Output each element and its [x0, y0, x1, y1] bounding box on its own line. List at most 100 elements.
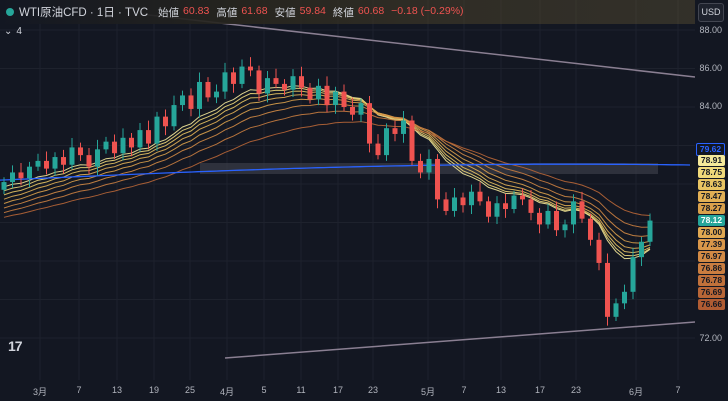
candle-body	[112, 141, 117, 154]
time-axis-label: 5	[261, 385, 267, 395]
ema200-line	[0, 163, 691, 181]
chevron-down-icon: ⌄	[4, 26, 13, 37]
price-tag: 76.69	[698, 287, 725, 298]
time-axis-label: 23	[570, 385, 582, 395]
candle-body	[18, 172, 24, 179]
candle-body	[460, 197, 466, 206]
candle-body	[324, 85, 330, 106]
price-tag: 78.91	[698, 155, 725, 166]
candle-body	[95, 149, 100, 167]
candle-body	[78, 147, 83, 156]
candle-body	[44, 160, 49, 169]
candle-body	[426, 158, 432, 173]
high-value: 61.68	[241, 4, 268, 17]
close-value: 60.68	[357, 4, 385, 17]
change-value: −0.18 (−0.29%)	[391, 4, 464, 17]
price-tag: 78.12	[698, 215, 725, 226]
open-value: 60.83	[183, 4, 210, 17]
candle-body	[554, 210, 559, 231]
candle-body	[180, 95, 185, 106]
candle-body	[316, 85, 321, 100]
candle-body	[639, 241, 644, 258]
low-value: 59.84	[299, 4, 326, 17]
candle-body	[401, 120, 406, 134]
candle-body	[197, 81, 202, 109]
candle-body	[205, 81, 211, 98]
symbol-title[interactable]: WTI原油CFD · 1日 · TVC	[19, 7, 149, 19]
candle-body	[299, 76, 304, 88]
tradingview-logo-icon[interactable]: 17	[8, 338, 23, 354]
candle-body	[503, 203, 508, 210]
currency-button[interactable]: USD	[698, 3, 724, 22]
candle-body	[384, 128, 389, 156]
candle-body	[579, 201, 585, 219]
candle-body	[588, 218, 593, 240]
ohlc-values: 始値 60.83 高値 61.68 安値 59.84 終値 60.68 −0.18 (−…	[158, 4, 464, 19]
candle-body	[613, 303, 619, 317]
candle-body	[103, 141, 109, 150]
candle-body	[282, 83, 287, 90]
candle-body	[537, 212, 542, 225]
candle-body	[120, 137, 126, 154]
candle-body	[511, 195, 517, 210]
time-axis-label: 13	[495, 385, 507, 395]
price-axis[interactable]: 88.00 86.00 84.00 72.00 79.62 78.91 78.75 78.63…	[695, 0, 728, 380]
candle-body	[10, 172, 15, 183]
candle-body	[562, 224, 568, 231]
candle-body	[367, 103, 372, 144]
candle-body	[520, 195, 525, 200]
candle-body	[171, 105, 177, 127]
time-axis-label: 19	[148, 385, 160, 395]
candle-body	[154, 116, 160, 144]
price-tag: 77.39	[698, 239, 725, 250]
price-tag: 76.86	[698, 263, 725, 274]
price-axis-label: 86.00	[699, 63, 722, 73]
candle-body	[333, 91, 338, 106]
time-axis-label: 23	[367, 385, 379, 395]
candle-body	[375, 143, 381, 156]
price-chart[interactable]	[0, 0, 695, 380]
candle-body	[222, 72, 228, 92]
candle-body	[605, 262, 610, 317]
candle-body	[35, 160, 41, 167]
time-axis-label: 4月	[219, 387, 235, 397]
price-axis-label: 84.00	[699, 101, 722, 111]
candle-body	[273, 78, 279, 84]
price-tag: 78.00	[698, 227, 725, 238]
candle-body	[452, 197, 457, 211]
candle-body	[528, 199, 534, 213]
legend-bar: WTI原油CFD · 1日 · TVC 始値 60.83 高値 61.68 安値 59…	[0, 0, 695, 24]
time-axis-label: 7	[76, 385, 82, 395]
time-axis-label: 3月	[32, 387, 48, 397]
market-status-dot	[6, 8, 14, 16]
ema-ribbon-line	[3, 121, 651, 218]
candle-body	[1, 182, 7, 190]
candle-body	[392, 128, 398, 134]
candle-body	[341, 91, 347, 107]
candle-body	[596, 239, 602, 263]
time-axis-label: 7	[461, 385, 467, 395]
candle-body	[358, 103, 364, 115]
candle-body	[435, 158, 440, 200]
price-tag: 78.75	[698, 167, 725, 178]
candle-body	[61, 157, 66, 165]
candle-body	[571, 201, 576, 225]
candle-body	[248, 66, 253, 71]
time-axis[interactable]: 3月 7 13 19 25 4月 5 11 17 23 5月 7 13 17 23 6月 7	[0, 380, 695, 401]
indicators-toggle[interactable]: ⌄ 4	[4, 26, 22, 37]
candle-body	[129, 137, 134, 148]
price-tag: 76.78	[698, 275, 725, 286]
candle-body	[69, 147, 75, 165]
candle-body	[231, 72, 236, 84]
candle-body	[307, 87, 313, 100]
candle-body	[290, 76, 296, 90]
price-axis-label: 88.00	[699, 25, 722, 35]
price-tag: 78.47	[698, 191, 725, 202]
candle-body	[86, 155, 92, 167]
trendline-upper	[139, 13, 695, 78]
price-tag: 78.63	[698, 179, 725, 190]
candle-body	[647, 220, 653, 242]
time-axis-label: 7	[675, 385, 681, 395]
candle-body	[443, 199, 449, 211]
price-tag: 76.97	[698, 251, 725, 262]
